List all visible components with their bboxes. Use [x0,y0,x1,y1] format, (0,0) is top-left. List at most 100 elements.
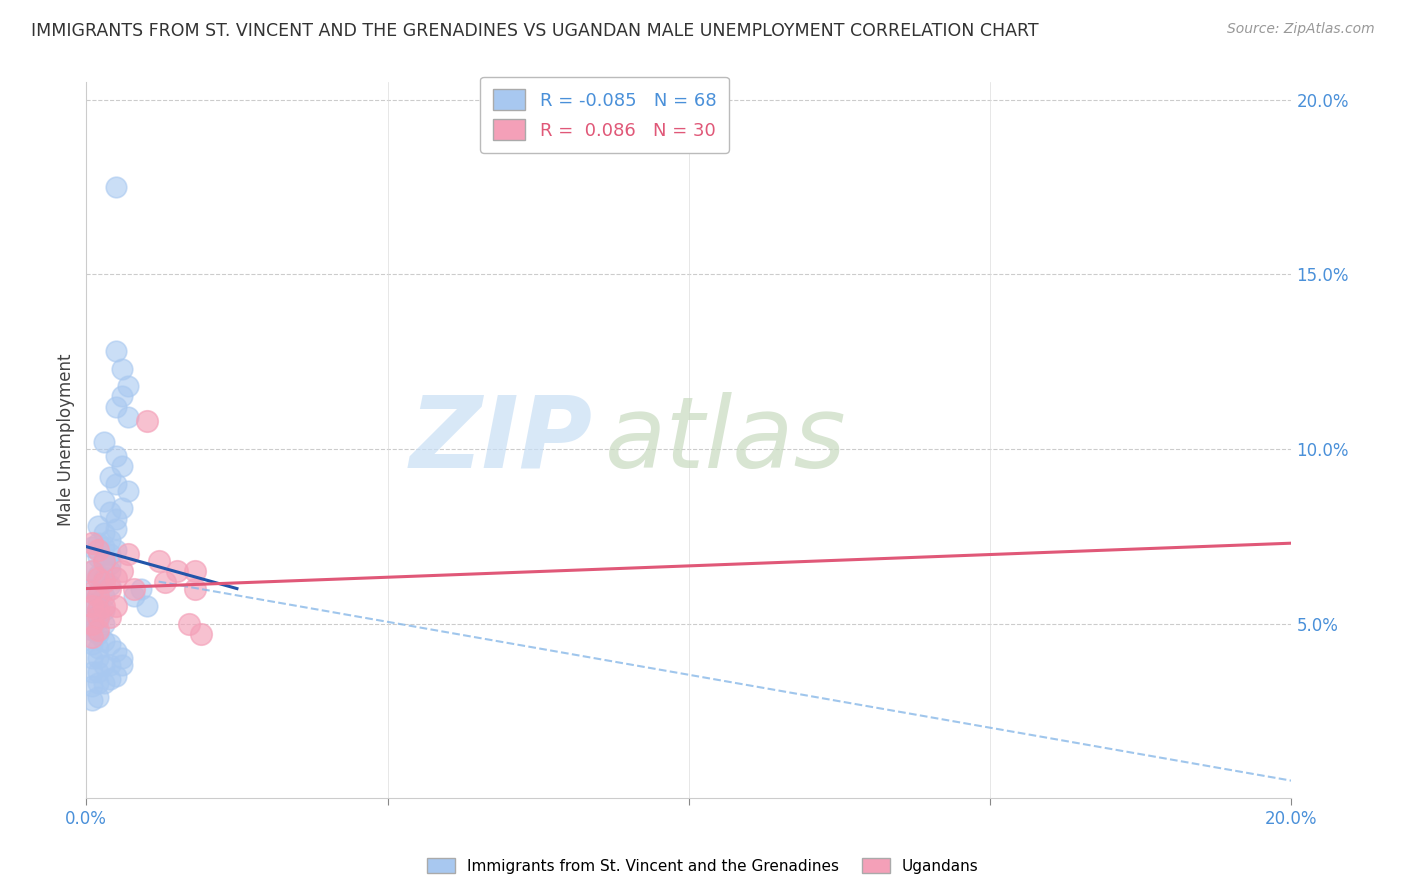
Point [82,609,104,624]
Point [87,543,110,558]
Point [87,609,110,624]
Point [105,344,128,359]
Point [87,676,110,690]
Point [100,673,122,687]
Point [93,494,115,508]
Point [82,596,104,610]
Point [105,449,128,463]
Point [93,658,115,673]
Point [105,543,128,558]
Point [82,599,104,613]
Point [87,640,110,655]
Point [100,564,122,578]
Point [87,651,110,665]
Point [135,599,157,613]
Point [93,554,115,568]
Point [105,400,128,414]
Point [117,483,139,498]
Point [82,679,104,693]
Point [87,627,110,641]
Point [100,547,122,561]
Point [93,554,115,568]
Point [93,571,115,585]
Point [82,624,104,638]
Point [129,582,152,596]
Point [111,501,134,516]
Point [87,613,110,627]
Point [87,550,110,565]
Legend: Immigrants from St. Vincent and the Grenadines, Ugandans: Immigrants from St. Vincent and the Gren… [422,852,984,880]
Point [93,589,115,603]
Point [100,578,122,592]
Point [111,459,134,474]
Point [177,616,200,631]
Point [93,602,115,616]
Point [100,658,122,673]
Point [105,599,128,613]
Point [82,585,104,599]
Point [111,651,134,665]
Point [100,582,122,596]
Point [111,658,134,673]
Point [105,476,128,491]
Point [93,676,115,690]
Y-axis label: Male Unemployment: Male Unemployment [58,354,75,526]
Point [87,589,110,603]
Point [82,637,104,651]
Point [87,518,110,533]
Point [87,536,110,550]
Text: atlas: atlas [605,392,846,489]
Point [105,571,128,585]
Point [87,665,110,680]
Point [82,582,104,596]
Point [135,414,157,428]
Point [190,627,212,641]
Point [93,599,115,613]
Point [82,564,104,578]
Text: Source: ZipAtlas.com: Source: ZipAtlas.com [1227,22,1375,37]
Point [93,634,115,648]
Point [117,379,139,393]
Point [82,540,104,554]
Point [105,644,128,658]
Point [100,505,122,519]
Point [166,564,188,578]
Point [82,616,104,631]
Point [87,602,110,616]
Point [105,669,128,683]
Text: ZIP: ZIP [409,392,592,489]
Point [111,564,134,578]
Point [82,665,104,680]
Point [87,571,110,585]
Point [87,599,110,613]
Point [93,434,115,449]
Point [82,564,104,578]
Point [100,609,122,624]
Point [124,589,146,603]
Point [117,410,139,425]
Point [100,533,122,547]
Point [105,512,128,526]
Point [111,361,134,376]
Point [184,582,207,596]
Point [93,525,115,540]
Point [87,690,110,704]
Legend: R = -0.085   N = 68, R =  0.086   N = 30: R = -0.085 N = 68, R = 0.086 N = 30 [479,77,728,153]
Point [105,180,128,194]
Point [82,536,104,550]
Point [153,574,176,589]
Point [124,582,146,596]
Point [100,557,122,571]
Point [82,651,104,665]
Point [87,585,110,599]
Point [184,564,207,578]
Point [93,574,115,589]
Point [105,522,128,536]
Point [100,470,122,484]
Point [148,554,170,568]
Text: IMMIGRANTS FROM ST. VINCENT AND THE GRENADINES VS UGANDAN MALE UNEMPLOYMENT CORR: IMMIGRANTS FROM ST. VINCENT AND THE GREN… [31,22,1039,40]
Point [93,616,115,631]
Point [82,631,104,645]
Point [93,540,115,554]
Point [117,547,139,561]
